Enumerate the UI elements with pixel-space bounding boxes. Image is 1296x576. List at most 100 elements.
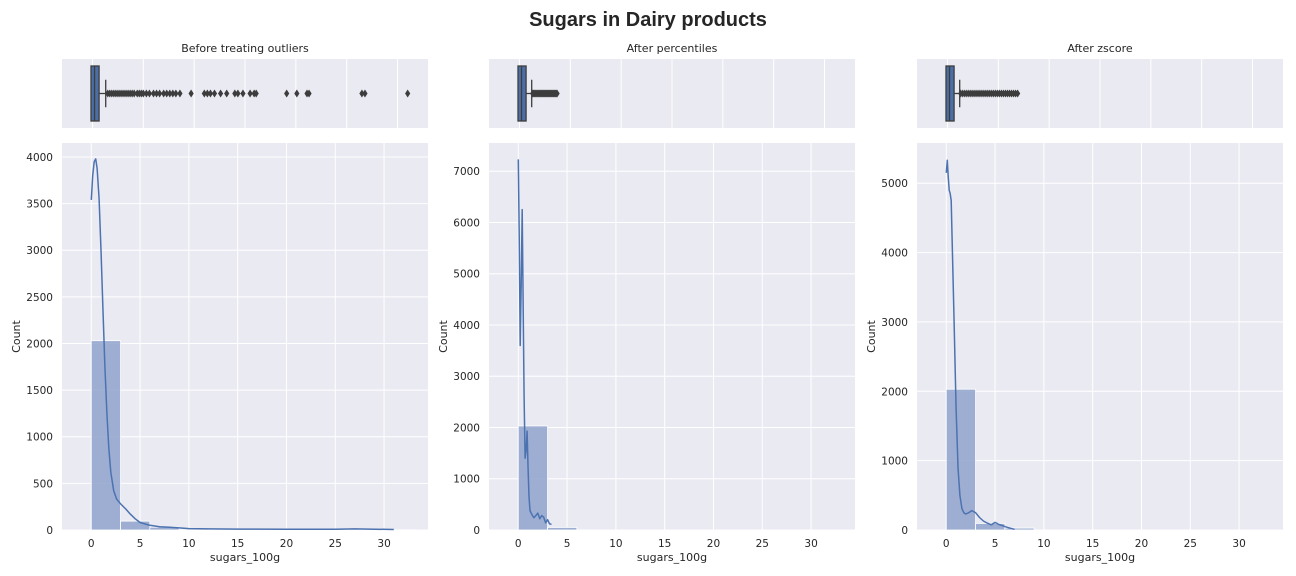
y-axis-label: Count xyxy=(437,319,450,352)
outlier-point xyxy=(167,89,173,98)
y-tick-label: 3000 xyxy=(26,245,53,257)
outlier-point xyxy=(177,89,183,98)
y-tick-label: 2000 xyxy=(26,338,53,350)
figure-title: Sugars in Dairy products xyxy=(529,9,767,31)
x-tick-label: 5 xyxy=(137,538,144,550)
outlier-point xyxy=(235,89,241,98)
y-tick-label: 4000 xyxy=(26,152,53,164)
x-tick-label: 10 xyxy=(609,538,622,550)
y-tick-label: 5000 xyxy=(881,178,908,190)
x-tick-label: 0 xyxy=(943,538,950,550)
histogram-panel: 0 5 10 15 20 25 30 0 1000 2000 3000 4000 5000 sugars_… xyxy=(865,143,1283,564)
y-tick-label: 6000 xyxy=(453,217,480,229)
outlier-point xyxy=(207,89,214,98)
subplot-title: After percentiles xyxy=(627,42,718,55)
kde-line xyxy=(90,158,394,531)
histogram-bar xyxy=(517,425,548,531)
outlier-point xyxy=(170,89,176,98)
outlier-point xyxy=(164,89,170,98)
outlier-point xyxy=(294,89,300,98)
y-tick-label: 1500 xyxy=(26,385,53,397)
outlier-point xyxy=(362,89,368,98)
boxplot-panel: After percentiles xyxy=(489,42,855,128)
outlier-point xyxy=(153,89,160,98)
y-tick-label: 4000 xyxy=(453,320,480,332)
outlier-point xyxy=(173,89,179,98)
plot-area xyxy=(62,143,428,530)
x-tick-label: 5 xyxy=(564,538,571,550)
plot-area xyxy=(917,143,1283,530)
outlier-point xyxy=(140,89,146,98)
boxplot-panel: After zscore xyxy=(917,42,1283,128)
x-tick-label: 0 xyxy=(515,538,522,550)
y-tick-label: 2000 xyxy=(453,422,480,434)
outlier-point xyxy=(211,89,218,98)
x-tick-label: 30 xyxy=(1232,538,1245,550)
x-axis-label: sugars_100g xyxy=(637,551,707,564)
y-tick-label: 2000 xyxy=(881,386,908,398)
subplots: Before treating outliers After percentile… xyxy=(10,42,1283,564)
outlier-point xyxy=(306,89,312,98)
x-tick-label: 10 xyxy=(182,538,195,550)
y-tick-label: 1000 xyxy=(881,456,908,468)
x-tick-label: 30 xyxy=(377,538,390,550)
y-axis-label: Count xyxy=(865,319,878,352)
x-tick-label: 10 xyxy=(1037,538,1050,550)
y-tick-label: 3000 xyxy=(453,371,480,383)
subplot-title: Before treating outliers xyxy=(181,42,309,55)
subplot-title: After zscore xyxy=(1067,42,1132,55)
histogram-bar xyxy=(1004,527,1035,531)
x-tick-label: 20 xyxy=(280,538,293,550)
outlier-point xyxy=(143,89,149,98)
boxplot-panel: Before treating outliers xyxy=(62,42,428,128)
x-tick-label: 20 xyxy=(707,538,720,550)
y-tick-label: 3500 xyxy=(26,199,53,211)
outlier-point xyxy=(201,89,207,98)
x-axis-label: sugars_100g xyxy=(210,551,280,564)
x-tick-label: 0 xyxy=(88,538,95,550)
y-tick-label: 0 xyxy=(46,525,53,537)
outlier-point xyxy=(204,89,210,98)
outlier-point xyxy=(405,89,411,98)
y-tick-label: 7000 xyxy=(453,166,480,178)
outlier-point xyxy=(284,89,290,98)
y-tick-label: 4000 xyxy=(881,248,908,260)
histogram-panel: 0 5 10 15 20 25 30 0 500 1000 1500 2000 2500 3000 3500… xyxy=(10,143,428,564)
y-tick-label: 500 xyxy=(33,478,53,490)
histogram-bar xyxy=(547,527,578,531)
outlier-point xyxy=(240,89,246,98)
y-tick-label: 3000 xyxy=(881,317,908,329)
outlier-point xyxy=(359,89,365,98)
outlier-point xyxy=(218,89,224,98)
outlier-point xyxy=(161,89,167,98)
y-tick-label: 0 xyxy=(901,525,908,537)
outlier-point xyxy=(131,89,137,98)
y-tick-label: 1000 xyxy=(26,432,53,444)
y-axis-label: Count xyxy=(10,319,23,352)
x-tick-label: 25 xyxy=(329,538,342,550)
y-tick-label: 5000 xyxy=(453,269,480,281)
histogram-bar xyxy=(90,340,121,531)
x-tick-label: 25 xyxy=(756,538,769,550)
outlier-point xyxy=(232,89,238,98)
outlier-point xyxy=(247,89,253,98)
x-tick-label: 15 xyxy=(1086,538,1099,550)
x-tick-label: 20 xyxy=(1135,538,1148,550)
outlier-point xyxy=(253,89,259,98)
outlier-point xyxy=(1015,89,1021,98)
histogram-bar xyxy=(120,520,151,531)
x-tick-label: 15 xyxy=(231,538,244,550)
outlier-point xyxy=(146,89,153,98)
kde-line xyxy=(517,159,552,526)
histogram-panel: 0 5 10 15 20 25 30 0 1000 2000 3000 4000 5000 6000 700… xyxy=(437,143,855,564)
y-tick-label: 0 xyxy=(473,525,480,537)
kde-line xyxy=(945,159,1015,531)
outlier-point xyxy=(224,89,230,98)
outlier-point xyxy=(188,89,194,98)
plot-area xyxy=(489,143,855,530)
histogram-bar xyxy=(945,388,976,531)
x-tick-label: 30 xyxy=(804,538,817,550)
y-tick-label: 2500 xyxy=(26,292,53,304)
outlier-point xyxy=(150,89,157,98)
